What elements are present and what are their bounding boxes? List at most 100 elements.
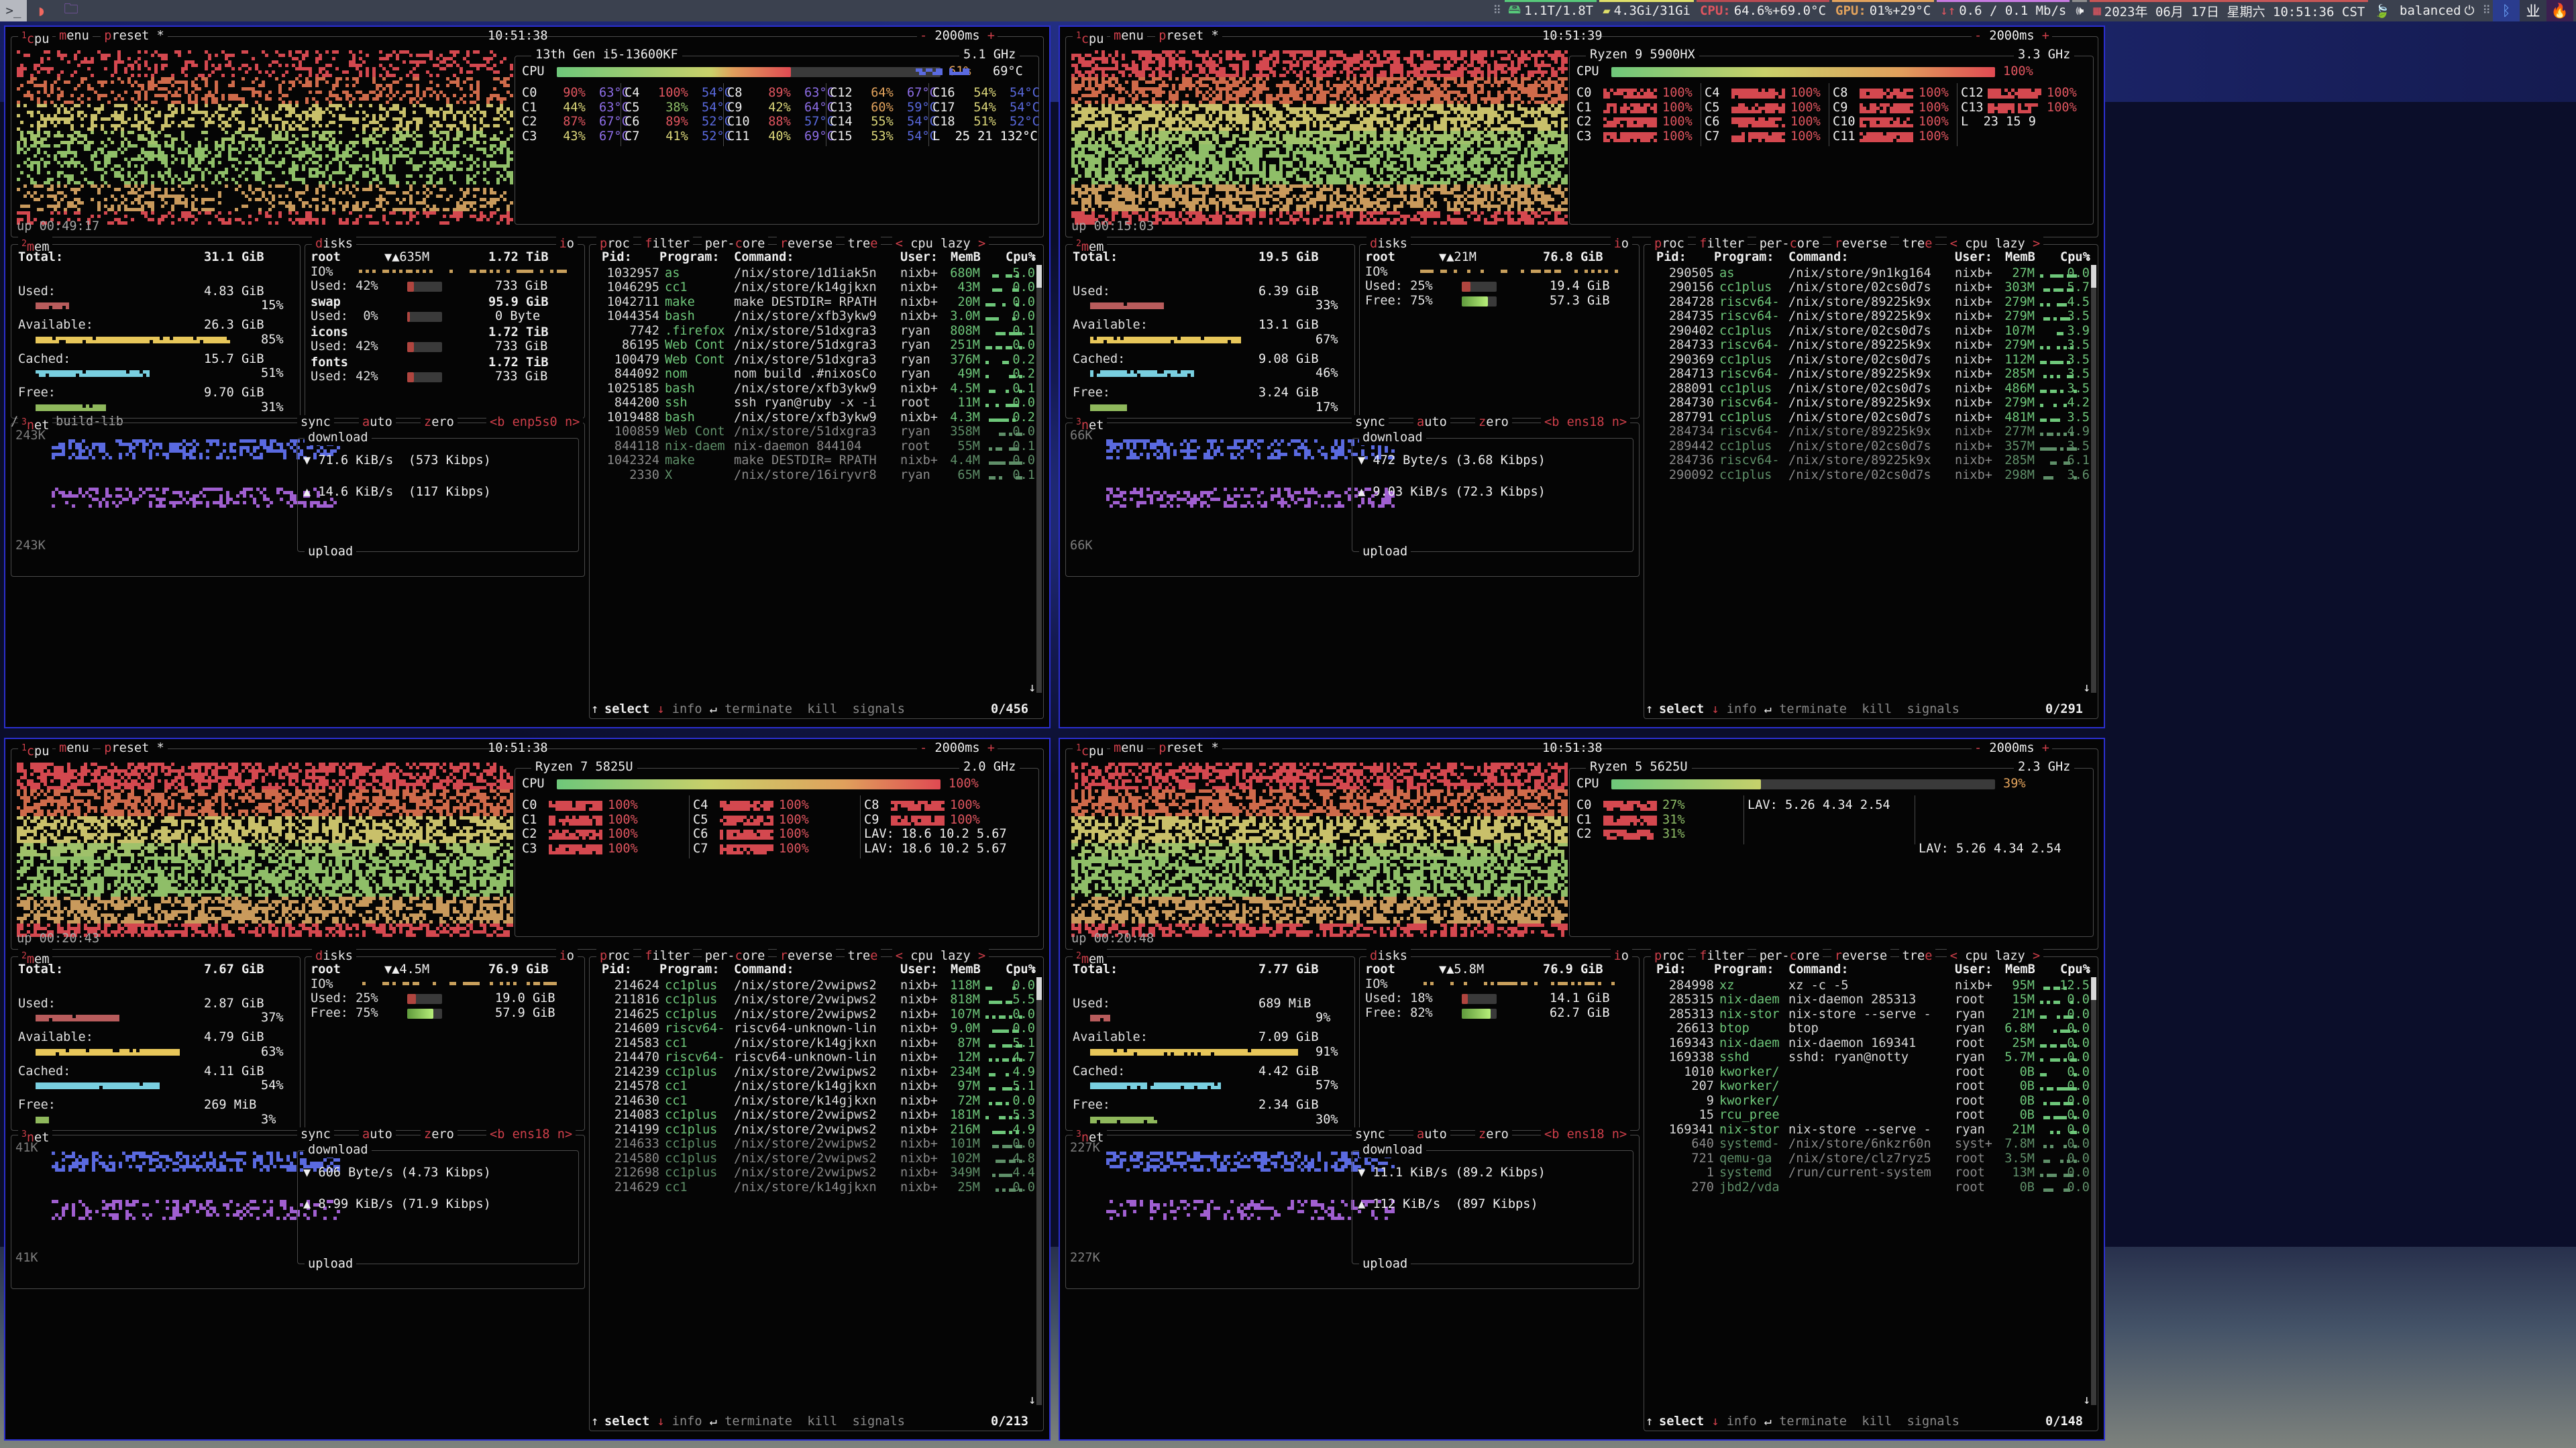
ibus-icon[interactable]: 业 bbox=[2520, 0, 2546, 21]
proc-box-title[interactable]: proc bbox=[596, 237, 633, 252]
proc-user[interactable]: nixb+ bbox=[900, 1021, 938, 1036]
proc-user[interactable]: nixb+ bbox=[900, 1065, 938, 1080]
proc-mem[interactable]: 11M bbox=[938, 396, 980, 410]
proc-command[interactable]: /nix/store/2vwipws2 bbox=[734, 1123, 877, 1137]
proc-pid[interactable]: 290402 bbox=[1650, 324, 1714, 339]
footer-signals-label[interactable]: signals bbox=[1907, 1414, 1960, 1429]
proc-pid[interactable]: 7742 bbox=[595, 324, 659, 339]
proc-user[interactable]: nixb+ bbox=[900, 280, 938, 295]
proc-cpu[interactable]: 3.5 bbox=[2059, 439, 2090, 454]
net-tab-sync[interactable]: sync bbox=[1352, 1127, 1389, 1142]
folder-icon[interactable]: 🗀 bbox=[56, 0, 86, 21]
proc-mem[interactable]: 65M bbox=[938, 468, 980, 483]
proc-command[interactable]: /nix/store/k14gjkxn bbox=[734, 1094, 877, 1109]
proc-mem[interactable]: 101M bbox=[938, 1137, 980, 1152]
proc-header-program[interactable]: Program: bbox=[659, 962, 720, 977]
proc-user[interactable]: nixb+ bbox=[1955, 439, 1992, 454]
proc-cpu[interactable]: 3.5 bbox=[2059, 410, 2090, 425]
proc-cpu[interactable]: 6.1 bbox=[2059, 453, 2090, 468]
proc-program[interactable]: cc1plus bbox=[1719, 280, 1772, 295]
proc-user[interactable]: nixb+ bbox=[1955, 382, 1992, 396]
proc-tab-reverse[interactable]: reverse bbox=[777, 237, 836, 252]
proc-user[interactable]: nixb+ bbox=[1955, 295, 1992, 310]
proc-program[interactable]: cc1 bbox=[665, 1036, 688, 1051]
proc-pid[interactable]: 212698 bbox=[595, 1166, 659, 1180]
proc-command[interactable]: /nix/store/xfb3ykw9 bbox=[734, 410, 877, 425]
proc-user[interactable]: nixb+ bbox=[900, 295, 938, 310]
segment-disk-usage[interactable]: 🖴 1.1T/1.8T bbox=[1503, 0, 1598, 21]
proc-header-program[interactable]: Program: bbox=[659, 250, 720, 265]
proc-command[interactable]: /nix/store/k14gjkxn bbox=[734, 1180, 877, 1195]
proc-tab-reverse[interactable]: reverse bbox=[777, 949, 836, 964]
segment-gpu-usage[interactable]: GPU: 01%+29°C bbox=[1831, 0, 1935, 21]
net-tab-sync[interactable]: sync bbox=[297, 415, 334, 430]
proc-user[interactable]: root bbox=[1955, 1065, 1985, 1080]
proc-box-title[interactable]: proc bbox=[1651, 949, 1688, 964]
proc-user[interactable]: nixb+ bbox=[1955, 410, 1992, 425]
proc-cpu[interactable]: 0.0 bbox=[1004, 309, 1035, 324]
proc-sort-selector[interactable]: < cpu lazy > bbox=[892, 949, 989, 964]
net-interface-selector[interactable]: <b ens18 n> bbox=[1541, 1127, 1630, 1142]
cpu-box-title[interactable]: 1cpu bbox=[18, 741, 52, 759]
proc-user[interactable]: nixb+ bbox=[900, 1007, 938, 1022]
proc-user[interactable]: ryan bbox=[900, 468, 930, 483]
proc-header-pid[interactable]: Pid: bbox=[602, 250, 632, 265]
proc-pid[interactable]: 284728 bbox=[1650, 295, 1714, 310]
proc-program[interactable]: cc1 bbox=[665, 1094, 688, 1109]
proc-user[interactable]: root bbox=[1955, 1079, 1985, 1094]
proc-tab-per-core[interactable]: per-core bbox=[702, 237, 769, 252]
proc-mem[interactable]: 97M bbox=[938, 1079, 980, 1094]
proc-program[interactable]: cc1plus bbox=[1719, 439, 1772, 454]
proc-cpu[interactable]: 0.2 bbox=[1004, 410, 1035, 425]
footer-enter-icon[interactable]: ↵ bbox=[710, 1414, 717, 1429]
proc-command[interactable]: /nix/store/16iryvr8 bbox=[734, 468, 877, 483]
net-tab-zero[interactable]: zero bbox=[421, 1127, 458, 1142]
footer-up-arrow-icon[interactable]: ↑ bbox=[591, 1414, 598, 1429]
disks-box-right-title[interactable]: io bbox=[1611, 237, 1632, 252]
proc-user[interactable]: nixb+ bbox=[900, 309, 938, 324]
proc-mem[interactable]: 3.5M bbox=[1993, 1152, 2035, 1166]
proc-header-pid[interactable]: Pid: bbox=[1656, 962, 1686, 977]
proc-command[interactable]: make DESTDIR= RPATH bbox=[734, 453, 877, 468]
proc-cpu[interactable]: 4.5 bbox=[2059, 295, 2090, 310]
proc-user[interactable]: nixb+ bbox=[1955, 468, 1992, 483]
proc-cpu[interactable]: 0.0 bbox=[1004, 453, 1035, 468]
proc-scrollbar-thumb[interactable] bbox=[1036, 265, 1042, 288]
proc-cpu[interactable]: 3.5 bbox=[2059, 353, 2090, 368]
footer-down-arrow-icon[interactable]: ↓ bbox=[1711, 702, 1719, 717]
proc-command[interactable]: nom build .#nixosCo bbox=[734, 367, 877, 382]
tab-menu[interactable]: menu bbox=[1110, 29, 1147, 44]
proc-user[interactable]: ryan bbox=[900, 425, 930, 439]
proc-cpu[interactable]: 5.0 bbox=[1004, 266, 1035, 281]
proc-pid[interactable]: 214633 bbox=[595, 1137, 659, 1152]
footer-select-label[interactable]: select bbox=[1659, 702, 1704, 717]
proc-user[interactable]: ryan bbox=[900, 324, 930, 339]
proc-scrollbar-thumb[interactable] bbox=[2091, 977, 2096, 1000]
proc-pid[interactable]: 214580 bbox=[595, 1152, 659, 1166]
net-tab-auto[interactable]: auto bbox=[1413, 415, 1450, 430]
proc-command[interactable]: /nix/store/1d1iak5n bbox=[734, 266, 877, 281]
proc-pid[interactable]: 270 bbox=[1650, 1180, 1714, 1195]
proc-command[interactable]: /nix/store/2vwipws2 bbox=[734, 1166, 877, 1180]
segment-network-rate[interactable]: ↓↑ 0.6 / 0.1 Mb/s bbox=[1935, 0, 2071, 21]
proc-cpu[interactable]: 0.0 bbox=[1004, 396, 1035, 410]
footer-up-arrow-icon[interactable]: ↑ bbox=[1646, 702, 1653, 717]
proc-user[interactable]: nixb+ bbox=[900, 1180, 938, 1195]
proc-mem[interactable]: 0B bbox=[1993, 1065, 2035, 1080]
proc-header-program[interactable]: Program: bbox=[1714, 250, 1774, 265]
proc-cpu[interactable]: 0.0 bbox=[1004, 1094, 1035, 1109]
proc-pid[interactable]: 1046295 bbox=[595, 280, 659, 295]
proc-pid[interactable]: 285315 bbox=[1650, 993, 1714, 1007]
proc-user[interactable]: nixb+ bbox=[900, 453, 938, 468]
proc-command[interactable]: /nix/store/2vwipws2 bbox=[734, 1007, 877, 1022]
proc-user[interactable]: ryan bbox=[1955, 1007, 1985, 1022]
proc-mem[interactable]: 285M bbox=[1993, 453, 2035, 468]
proc-cpu[interactable]: 3.5 bbox=[2059, 367, 2090, 382]
proc-pid[interactable]: 214239 bbox=[595, 1065, 659, 1080]
proc-mem[interactable]: 20M bbox=[938, 295, 980, 310]
proc-program[interactable]: cc1plus bbox=[1719, 468, 1772, 483]
proc-command[interactable]: ssh ryan@ruby -x -i bbox=[734, 396, 877, 410]
proc-program[interactable]: cc1plus bbox=[1719, 382, 1772, 396]
proc-cpu[interactable]: 12.5 bbox=[2059, 979, 2090, 993]
proc-pid[interactable]: 844092 bbox=[595, 367, 659, 382]
